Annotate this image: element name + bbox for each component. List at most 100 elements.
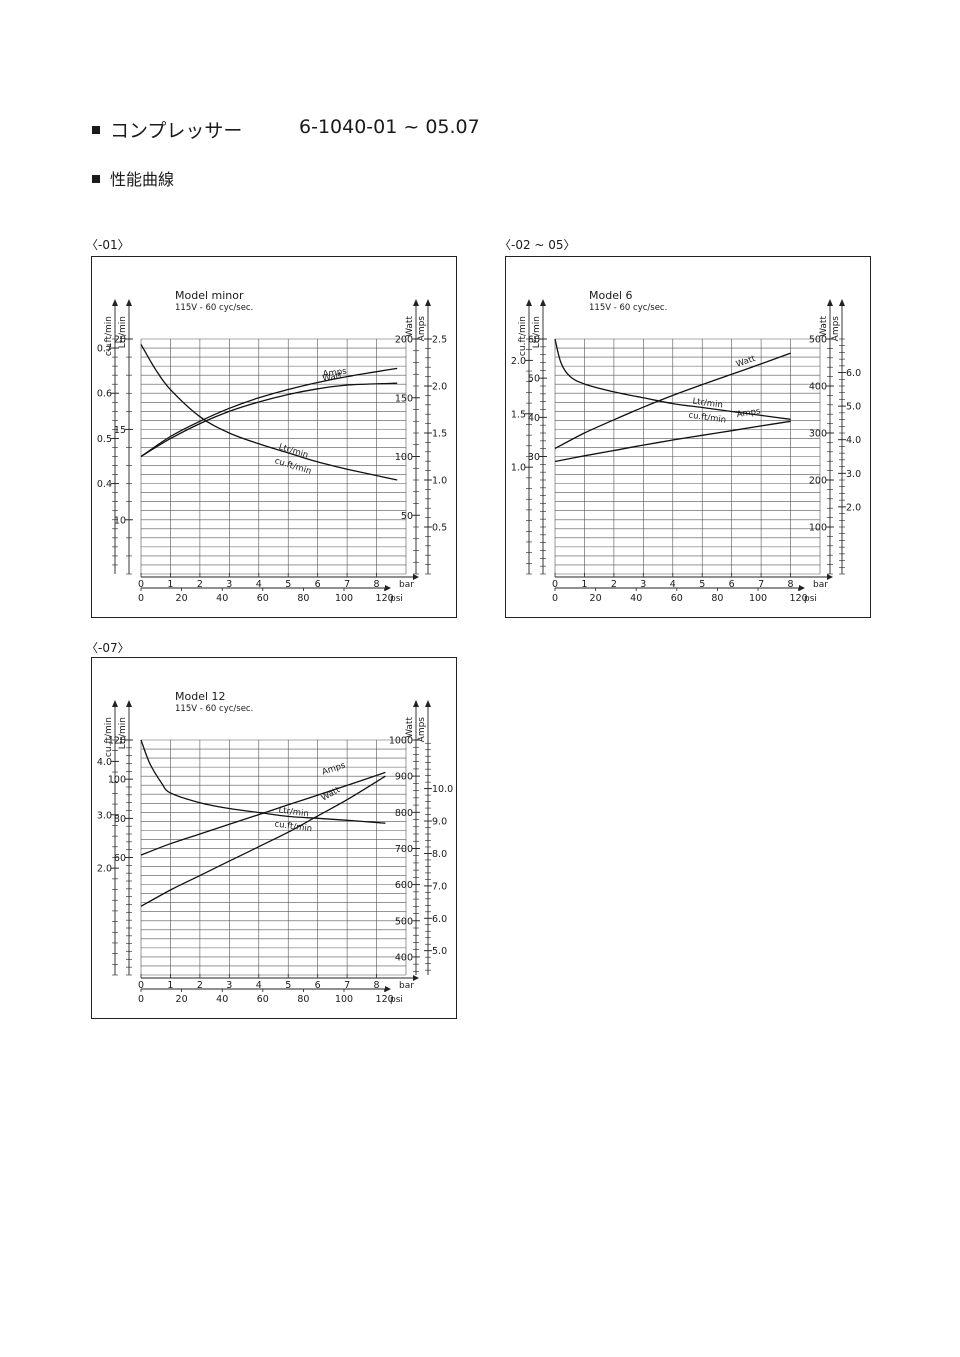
x-bar-unit: bar: [399, 580, 414, 590]
y-cuft-tick-label: 0.4: [97, 479, 112, 490]
x-bar-tick-label: 0: [138, 579, 144, 590]
x-bar-tick-label: 8: [374, 579, 380, 590]
x-psi-tick-label: 20: [590, 593, 602, 604]
x-psi-tick-label: 80: [297, 994, 309, 1005]
y-watt-tick-label: 300: [809, 429, 827, 440]
series-ltrmin-label: Ltr/min: [278, 805, 310, 819]
y-axis-lmin-arrow-icon: [126, 299, 132, 306]
chart-label-02-05: 〈-02 ~ 05〉: [499, 238, 576, 252]
y-axis-amps-label: Amps: [417, 316, 427, 342]
series-amps-label: Amps: [322, 367, 348, 380]
x-bar-tick-label: 2: [197, 980, 203, 991]
x-bar-tick-label: 5: [285, 579, 291, 590]
x-psi-tick-label: 100: [335, 994, 353, 1005]
y-watt-tick-label: 100: [809, 523, 827, 534]
y-axis-cuft-arrow-icon: [112, 299, 118, 306]
y-lmin-tick-label: 120: [108, 736, 126, 747]
y-axis-watt-arrow-icon: [827, 299, 833, 306]
x-bar-unit: bar: [813, 580, 828, 590]
y-amps-tick-label: 2.0: [432, 382, 447, 393]
x-psi-tick-label: 40: [216, 994, 228, 1005]
x-bar-tick-label: 7: [758, 579, 764, 590]
series-amps-line: [140, 382, 398, 458]
x-psi-tick-label: 120: [790, 593, 808, 604]
y-cuft-tick-label: 1.0: [511, 463, 526, 474]
x-psi-tick-label: 40: [216, 593, 228, 604]
x-bar-tick-label: 1: [167, 579, 173, 590]
series-ltrmin-label: Ltr/min: [692, 397, 724, 411]
page-header: コンプレッサー 6-1040-01 ~ 05.07: [92, 116, 480, 143]
x-psi-tick-label: 120: [376, 593, 394, 604]
y-cuft-tick-label: 3.0: [97, 810, 112, 821]
y-watt-tick-label: 200: [809, 476, 827, 487]
y-watt-tick-label: 50: [401, 511, 413, 522]
header-title: コンプレッサー: [110, 120, 243, 142]
y-watt-tick-label: 400: [395, 952, 413, 963]
x-psi-tick-label: 40: [630, 593, 642, 604]
x-axis-bar-arrow-icon: [827, 574, 833, 580]
y-axis-watt-label: Watt: [819, 316, 829, 337]
y-amps-tick-label: 2.5: [432, 335, 447, 346]
y-watt-tick-label: 900: [395, 772, 413, 783]
y-axis-amps-arrow-icon: [425, 299, 431, 306]
y-watt-tick-label: 200: [395, 335, 413, 346]
y-watt-tick-label: 500: [395, 916, 413, 927]
y-axis-amps-label: Amps: [417, 717, 427, 743]
series-watt-line: [554, 352, 791, 450]
x-bar-unit: bar: [399, 981, 414, 991]
chart-subtitle: 115V - 60 cyc/sec.: [175, 303, 253, 313]
x-bar-tick-label: 3: [640, 579, 646, 590]
y-axis-lmin-arrow-icon: [126, 700, 132, 707]
x-axis-psi-arrow-icon: [385, 986, 391, 992]
chart-title: Model minor: [175, 289, 244, 302]
x-psi-tick-label: 80: [297, 593, 309, 604]
product-code: 6-1040-01 ~ 05.07: [299, 116, 480, 138]
chart-1-frame: [505, 256, 871, 618]
y-amps-tick-label: 2.0: [846, 502, 861, 513]
x-bar-tick-label: 8: [788, 579, 794, 590]
chart-title: Model 12: [175, 690, 226, 703]
y-amps-tick-label: 4.0: [846, 435, 861, 446]
x-bar-tick-label: 5: [285, 980, 291, 991]
x-psi-tick-label: 20: [176, 994, 188, 1005]
y-amps-tick-label: 9.0: [432, 817, 447, 828]
series-amps-label: Amps: [321, 760, 347, 777]
x-psi-tick-label: 100: [335, 593, 353, 604]
y-watt-tick-label: 800: [395, 808, 413, 819]
y-amps-tick-label: 5.0: [432, 946, 447, 957]
chart-subtitle: 115V - 60 cyc/sec.: [175, 704, 253, 714]
y-amps-tick-label: 10.0: [432, 784, 453, 795]
y-amps-tick-label: 7.0: [432, 881, 447, 892]
x-bar-tick-label: 6: [315, 980, 321, 991]
series-watt-line: [140, 367, 398, 458]
x-axis-bar-arrow-icon: [413, 574, 419, 580]
section-title: 性能曲線: [110, 170, 175, 189]
series-watt-line: [140, 775, 386, 907]
x-bar-tick-label: 2: [611, 579, 617, 590]
y-axis-watt-label: Watt: [405, 717, 415, 738]
x-bar-tick-label: 6: [729, 579, 735, 590]
chart-2-frame: [91, 657, 457, 1019]
x-psi-unit: psi: [390, 594, 403, 604]
x-psi-tick-label: 0: [138, 994, 144, 1005]
x-bar-tick-label: 2: [197, 579, 203, 590]
x-psi-unit: psi: [390, 995, 403, 1005]
y-axis-lmin-arrow-icon: [540, 299, 546, 306]
y-axis-cuft-label: cu.ft/min: [104, 316, 114, 356]
y-cuft-tick-label: 2.0: [511, 356, 526, 367]
chart-label-07: 〈-07〉: [86, 641, 130, 655]
x-bar-tick-label: 4: [256, 980, 262, 991]
y-axis-cuft-label: cu.ft/min: [518, 316, 528, 356]
y-cuft-tick-label: 0.5: [97, 434, 112, 445]
x-bar-tick-label: 4: [256, 579, 262, 590]
y-cuft-tick-label: 1.5: [511, 409, 526, 420]
x-axis-bar-arrow-icon: [413, 975, 419, 981]
chart-label-01: 〈-01〉: [86, 238, 130, 252]
y-axis-watt-arrow-icon: [413, 299, 419, 306]
square-bullet-icon: [92, 125, 100, 134]
series-watt-label: Watt: [735, 354, 758, 370]
x-psi-unit: psi: [804, 594, 817, 604]
x-psi-tick-label: 0: [552, 593, 558, 604]
chart-0-frame: [91, 256, 457, 618]
